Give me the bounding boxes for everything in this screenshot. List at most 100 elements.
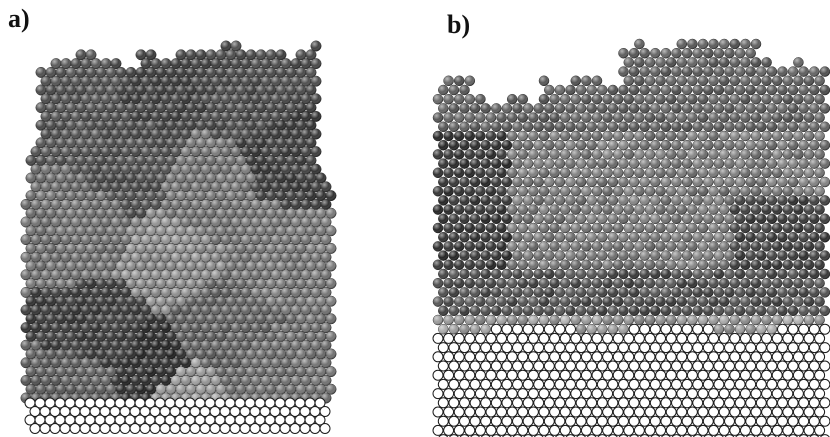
- atom-highlight: [35, 208, 47, 219]
- atom-highlight: [448, 121, 459, 132]
- atom-highlight: [60, 128, 72, 140]
- substrate-atom: [660, 378, 672, 390]
- atom-highlight: [160, 269, 172, 280]
- atom-highlight: [80, 164, 92, 175]
- atom-highlight: [45, 278, 57, 289]
- atom-highlight: [55, 208, 67, 219]
- substrate-atom: [538, 369, 550, 381]
- atom-highlight: [150, 304, 162, 316]
- atom-highlight: [80, 234, 92, 245]
- atom-highlight: [735, 213, 746, 224]
- atom-highlight: [115, 331, 127, 342]
- atom-highlight: [320, 322, 332, 333]
- atom-highlight: [772, 186, 783, 197]
- atom-highlight: [320, 340, 332, 351]
- atom-highlight: [320, 199, 332, 210]
- atom-highlight: [45, 155, 57, 166]
- substrate-atom: [803, 332, 815, 344]
- substrate-atom: [432, 351, 444, 363]
- atom-highlight: [215, 208, 227, 219]
- atom-highlight: [95, 366, 107, 377]
- substrate-atom: [702, 415, 714, 427]
- atom-highlight: [570, 112, 581, 123]
- atom-highlight: [629, 250, 640, 261]
- substrate-atom: [39, 423, 51, 434]
- substrate-atom: [633, 332, 645, 344]
- atom-highlight: [491, 213, 502, 224]
- atom-highlight: [602, 94, 613, 105]
- atom-highlight: [602, 241, 613, 252]
- substrate-atom: [607, 397, 619, 409]
- substrate-atom: [522, 378, 534, 390]
- atom-highlight: [185, 137, 197, 148]
- atom-highlight: [819, 140, 830, 151]
- atom-highlight: [265, 172, 277, 184]
- atom-highlight: [623, 167, 634, 178]
- atom-highlight: [666, 131, 677, 141]
- atom-highlight: [602, 223, 613, 233]
- atom-highlight: [581, 186, 592, 197]
- atom-highlight: [20, 357, 32, 368]
- atom-highlight: [145, 225, 157, 236]
- atom-highlight: [90, 234, 102, 245]
- atom-highlight: [270, 234, 282, 245]
- atom-highlight: [793, 259, 804, 270]
- atom-highlight: [285, 67, 297, 78]
- atom-highlight: [55, 384, 67, 395]
- atom-highlight: [200, 216, 212, 228]
- atom-highlight: [110, 252, 122, 263]
- substrate-atom: [490, 415, 502, 427]
- atom-highlight: [205, 225, 217, 236]
- atom-highlight: [613, 259, 624, 270]
- atom-highlight: [703, 250, 714, 261]
- atom-highlight: [285, 172, 297, 184]
- atom-highlight: [618, 103, 629, 114]
- atom-highlight: [90, 199, 102, 210]
- atom-highlight: [125, 137, 137, 148]
- atom-highlight: [195, 137, 207, 148]
- atom-highlight: [523, 305, 534, 316]
- substrate-atom: [777, 323, 788, 335]
- atom-highlight: [25, 278, 37, 289]
- atom-highlight: [260, 357, 272, 368]
- atom-highlight: [155, 137, 167, 148]
- atom-highlight: [140, 199, 152, 210]
- atom-highlight: [745, 158, 756, 169]
- atom-highlight: [512, 287, 523, 298]
- atom-highlight: [719, 259, 730, 270]
- atom-highlight: [544, 250, 555, 261]
- atom-highlight: [105, 84, 117, 96]
- atom-highlight: [655, 186, 666, 197]
- atom-highlight: [629, 195, 640, 206]
- substrate-atom: [777, 342, 788, 354]
- atom-highlight: [205, 296, 217, 307]
- atom-highlight: [544, 158, 555, 169]
- atom-highlight: [210, 340, 222, 351]
- atom-highlight: [60, 252, 72, 263]
- atom-highlight: [125, 225, 137, 236]
- atom-highlight: [155, 348, 167, 360]
- substrate-atom: [474, 424, 486, 436]
- atom-highlight: [645, 75, 655, 86]
- atom-highlight: [165, 67, 177, 78]
- atom-highlight: [195, 313, 207, 324]
- atom-highlight: [804, 131, 814, 141]
- atom-highlight: [40, 128, 52, 140]
- substrate-atom: [580, 388, 592, 400]
- atom-highlight: [190, 252, 202, 263]
- atom-highlight: [660, 48, 671, 59]
- atom-highlight: [602, 131, 613, 141]
- atom-highlight: [150, 216, 162, 228]
- atom-highlight: [814, 315, 825, 325]
- atom-highlight: [549, 241, 560, 252]
- substrate-atom: [803, 351, 815, 363]
- substrate-atom: [480, 397, 492, 409]
- atom-highlight: [814, 94, 825, 105]
- atom-highlight: [250, 93, 262, 104]
- substrate-atom: [501, 342, 513, 354]
- atom-highlight: [280, 322, 292, 333]
- atom-highlight: [220, 146, 232, 157]
- substrate-atom: [432, 424, 444, 436]
- atom-highlight: [135, 190, 147, 201]
- atom-highlight: [265, 243, 277, 254]
